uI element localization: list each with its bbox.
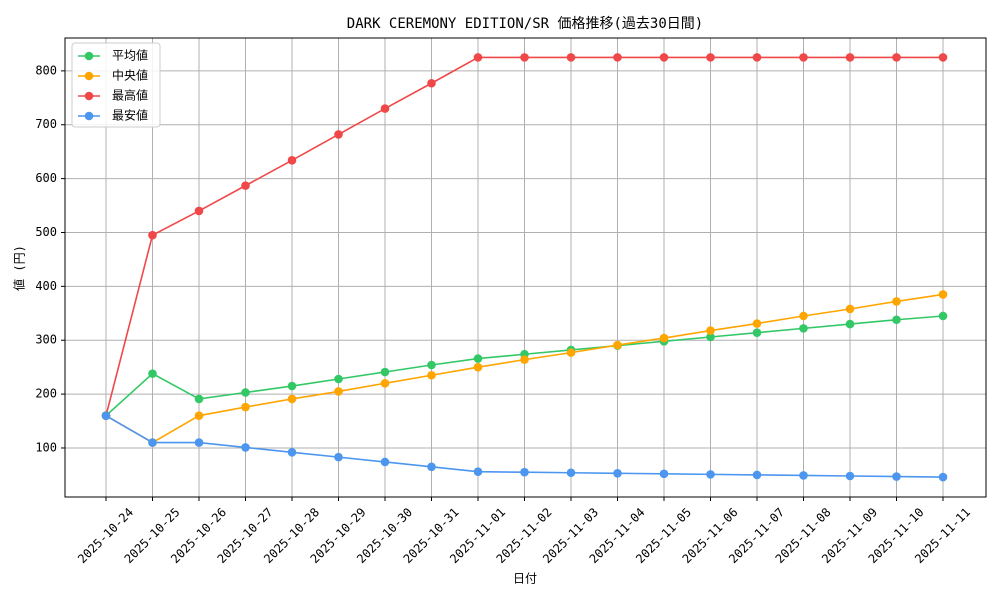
data-point: [473, 362, 483, 372]
data-point: [752, 328, 762, 337]
legend-label: 最高値: [112, 88, 148, 103]
data-point: [148, 438, 157, 447]
data-point: [380, 104, 390, 113]
data-point: [845, 304, 855, 314]
y-tick-label: 500: [35, 225, 57, 239]
data-point: [799, 311, 808, 321]
data-point: [334, 130, 343, 139]
legend-box: [71, 42, 161, 128]
data-point: [241, 443, 250, 452]
data-point: [659, 53, 669, 62]
data-point: [938, 472, 948, 482]
data-point: [287, 381, 297, 391]
y-tick-label: 600: [35, 171, 57, 185]
data-point: [241, 388, 250, 397]
data-point: [473, 467, 483, 476]
data-point: [287, 394, 297, 404]
data-point: [566, 468, 576, 478]
y-tick-label: 200: [35, 387, 57, 401]
data-point: [566, 53, 576, 62]
data-point: [845, 53, 855, 62]
y-tick-label: 400: [35, 279, 57, 293]
data-point: [473, 53, 483, 62]
chart-title: DARK CEREMONY EDITION/SR 価格推移(過去30日間): [347, 16, 703, 32]
data-point: [194, 438, 204, 447]
data-point: [752, 470, 762, 480]
legend-label: 中央値: [112, 68, 148, 83]
data-point: [473, 354, 483, 363]
data-point: [659, 469, 669, 479]
data-point: [241, 402, 250, 412]
data-point: [148, 230, 157, 240]
data-point: [287, 447, 297, 457]
data-point: [380, 457, 390, 467]
data-point: [194, 206, 204, 216]
data-point: [799, 324, 808, 333]
data-point: [938, 290, 948, 299]
data-point: [845, 319, 855, 329]
data-point: [706, 326, 715, 335]
data-point: [194, 411, 204, 420]
data-point: [334, 452, 343, 462]
data-point: [520, 355, 529, 364]
data-point: [938, 53, 948, 62]
data-point: [706, 470, 715, 479]
data-point: [706, 332, 715, 342]
y-tick-label: 800: [35, 63, 57, 77]
y-tick-label: 100: [35, 440, 57, 454]
data-point: [892, 297, 901, 306]
data-point: [752, 53, 762, 62]
legend-marker: [84, 111, 94, 121]
data-point: [613, 53, 622, 62]
data-point: [659, 333, 669, 343]
legend-marker: [84, 51, 94, 61]
data-point: [845, 471, 855, 481]
data-point: [427, 462, 436, 472]
data-point: [380, 379, 390, 388]
legend-marker: [84, 91, 94, 101]
data-point: [752, 319, 762, 328]
data-point: [148, 369, 157, 378]
data-point: [427, 370, 436, 380]
data-point: [892, 53, 901, 62]
data-point: [799, 53, 808, 62]
data-point: [892, 315, 901, 325]
data-point: [241, 181, 250, 190]
data-point: [334, 374, 343, 384]
data-point: [380, 367, 390, 377]
data-point: [799, 471, 808, 480]
plot-data: [101, 53, 948, 482]
data-point: [520, 53, 529, 62]
data-point: [613, 340, 622, 350]
legend-marker: [84, 71, 94, 81]
data-point: [566, 348, 576, 357]
data-point: [520, 467, 529, 477]
data-point: [938, 311, 948, 321]
data-point: [427, 78, 436, 88]
data-point: [101, 411, 111, 420]
y-tick-label: 700: [35, 117, 57, 131]
data-point: [892, 472, 901, 481]
data-point: [706, 53, 715, 62]
y-axis-label: 値 (円): [12, 245, 27, 291]
data-point: [194, 394, 204, 404]
legend-label: 最安値: [112, 108, 148, 123]
legend-label: 平均値: [112, 48, 148, 63]
y-tick-label: 300: [35, 333, 57, 347]
plot-frame: [64, 37, 987, 498]
data-point: [334, 387, 343, 396]
x-axis-label: 日付: [513, 572, 537, 586]
data-point: [613, 468, 622, 478]
data-point: [287, 155, 297, 165]
data-point: [427, 360, 436, 370]
